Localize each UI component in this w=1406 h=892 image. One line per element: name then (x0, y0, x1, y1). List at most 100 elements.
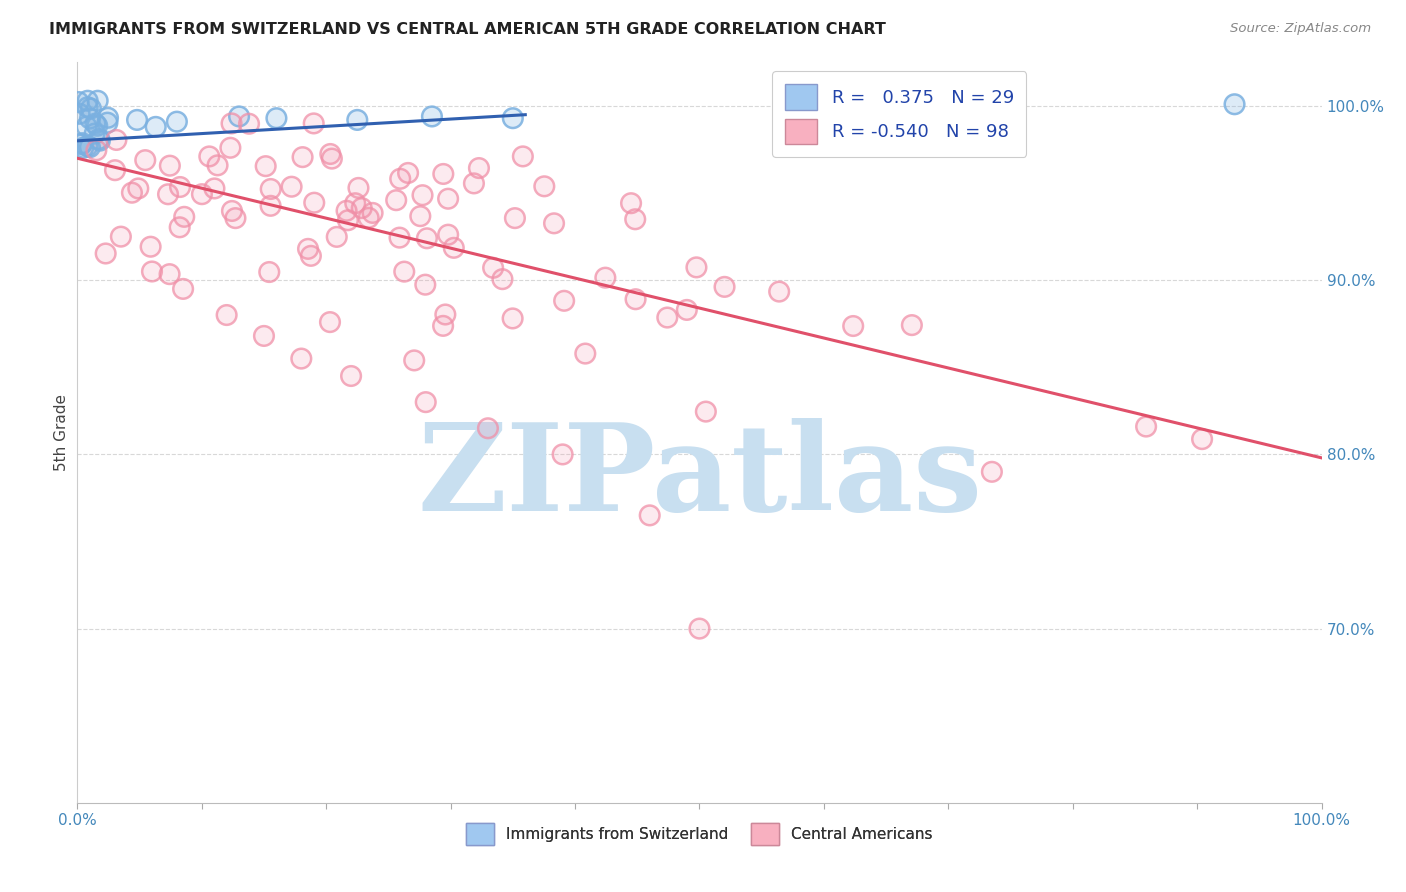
Point (259, 199, 281, 213)
Point (321, 152, 343, 166)
Point (207, 158, 229, 172)
Point (404, 353, 426, 368)
Point (169, 180, 191, 194)
Point (620, 196, 643, 211)
Point (346, 112, 368, 127)
Point (543, 216, 565, 230)
Point (127, 181, 149, 195)
Point (502, 311, 524, 326)
Point (299, 249, 322, 263)
Point (166, 114, 188, 128)
Point (224, 211, 246, 226)
Point (254, 159, 277, 173)
Point (169, 220, 191, 235)
Point (219, 141, 242, 155)
Point (67, 95, 90, 109)
Point (551, 447, 574, 461)
Point (657, 310, 679, 325)
Point (657, 310, 679, 325)
Point (624, 292, 647, 306)
Point (84, 117, 107, 131)
Point (84, 117, 107, 131)
Point (595, 270, 617, 285)
Point (83, 127, 105, 141)
Point (477, 421, 499, 435)
Point (675, 302, 697, 317)
Point (228, 110, 250, 124)
Point (412, 188, 434, 202)
Point (413, 277, 436, 292)
Point (79, 112, 101, 126)
Point (620, 196, 643, 211)
Point (350, 201, 373, 215)
Point (76, 100, 98, 114)
Point (543, 216, 565, 230)
Point (503, 211, 526, 226)
Point (388, 230, 411, 244)
Point (254, 159, 277, 173)
Point (79, 140, 101, 154)
Point (134, 153, 156, 168)
Point (157, 187, 180, 202)
Point (207, 158, 229, 172)
Point (76, 94, 98, 108)
Point (319, 147, 342, 161)
Point (70, 137, 93, 152)
Point (437, 227, 460, 242)
Point (437, 227, 460, 242)
Point (159, 159, 181, 173)
Point (842, 318, 865, 333)
Text: IMMIGRANTS FROM SWITZERLAND VS CENTRAL AMERICAN 5TH GRADE CORRELATION CHART: IMMIGRANTS FROM SWITZERLAND VS CENTRAL A… (49, 22, 886, 37)
Point (76, 120, 98, 134)
Point (86, 94, 108, 108)
Point (141, 264, 163, 278)
Point (304, 195, 326, 210)
Point (96, 116, 118, 130)
Point (502, 111, 524, 125)
Point (105, 133, 128, 147)
Point (512, 149, 534, 163)
Point (409, 209, 432, 223)
Point (361, 206, 384, 220)
Point (159, 267, 181, 281)
Point (468, 161, 491, 175)
Point (335, 203, 357, 218)
Point (86, 94, 108, 108)
Point (127, 181, 149, 195)
Point (110, 229, 132, 244)
Point (299, 249, 322, 263)
Point (357, 211, 380, 225)
Point (980, 465, 1002, 479)
Point (319, 315, 342, 329)
Point (69, 107, 91, 121)
Point (416, 231, 439, 245)
Point (901, 318, 924, 332)
Point (121, 186, 143, 200)
Point (228, 110, 250, 124)
Point (104, 163, 127, 178)
Point (76, 100, 98, 114)
Point (86, 119, 108, 133)
Point (512, 149, 534, 163)
Point (434, 308, 457, 322)
Point (432, 318, 454, 333)
Point (1191, 432, 1213, 446)
Point (280, 179, 302, 194)
Point (70, 137, 93, 152)
Point (409, 209, 432, 223)
Point (172, 282, 194, 296)
Point (139, 240, 162, 254)
Point (336, 213, 359, 227)
Point (139, 240, 162, 254)
Point (198, 149, 221, 163)
Point (463, 177, 485, 191)
Point (198, 149, 221, 163)
Point (638, 508, 661, 523)
Point (416, 231, 439, 245)
Point (502, 111, 524, 125)
Point (204, 181, 226, 195)
Point (215, 308, 238, 322)
Point (346, 112, 368, 127)
Point (502, 311, 524, 326)
Point (67, 95, 90, 109)
